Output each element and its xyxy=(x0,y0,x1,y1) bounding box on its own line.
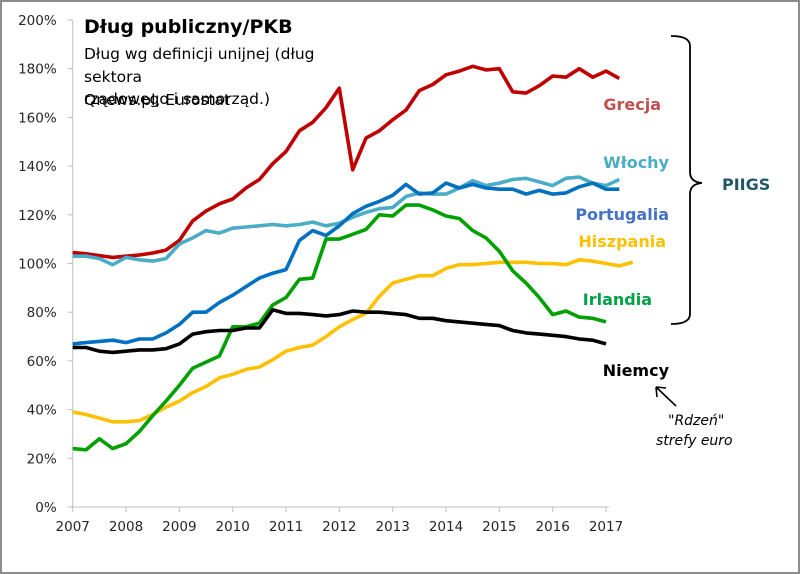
axes: 0% 20% 40% 60% 80% 100% 120% 140% 160% 180% 200% 20… xyxy=(18,13,623,535)
chart-subtitle-line-1: Dług wg definicji unijnej (dług sektora xyxy=(84,45,315,86)
series-lines xyxy=(72,64,634,452)
y-tick-label: 100% xyxy=(18,257,57,273)
x-tick-label: 2015 xyxy=(482,519,516,535)
y-tick-label: 60% xyxy=(27,354,57,370)
x-tick-label: 2008 xyxy=(109,519,143,535)
chart-subtitle: Dług wg definicji unijnej (dług sektora … xyxy=(84,43,344,111)
x-tick-label: 2009 xyxy=(162,519,196,535)
y-tick-label: 200% xyxy=(18,13,57,29)
series-line-hiszpania xyxy=(72,257,634,424)
x-tick-label: 2012 xyxy=(322,519,356,535)
annotations xyxy=(655,35,703,407)
core-arrow-line xyxy=(655,386,677,407)
series-line-grecja xyxy=(72,64,621,260)
piigs-brace xyxy=(670,35,703,325)
chart-source: Qnews.pl, Eurostat xyxy=(84,91,231,109)
y-tick-label: 80% xyxy=(27,305,57,321)
x-tick-label: 2014 xyxy=(429,519,463,535)
x-tick-label: 2010 xyxy=(216,519,250,535)
core-arrow-head-icon xyxy=(655,386,667,398)
series-label-włochy: Włochy xyxy=(603,153,669,172)
x-tick-label: 2007 xyxy=(56,519,90,535)
core-annotation-line-2: strefy euro xyxy=(656,433,733,449)
x-tick-label: 2017 xyxy=(589,519,623,535)
series-labels: Grecja Włochy Portugalia Hiszpania Irlandia N… xyxy=(575,95,770,380)
chart-subtitle-line-2: rządowego i samorząd.) xyxy=(84,90,270,108)
chart-title: Dług publiczny/PKB xyxy=(84,16,293,38)
series-label-grecja: Grecja xyxy=(603,95,661,114)
series-label-irlandia: Irlandia xyxy=(583,290,652,309)
y-tick-label: 40% xyxy=(27,403,57,419)
series-label-hiszpania: Hiszpania xyxy=(578,232,666,251)
series-label-niemcy: Niemcy xyxy=(603,361,670,380)
series-line-irlandia xyxy=(72,203,607,452)
series-line-portugalia xyxy=(72,181,620,346)
x-tick-label: 2013 xyxy=(376,519,410,535)
y-tick-label: 20% xyxy=(27,451,57,467)
x-tick-label: 2016 xyxy=(535,519,569,535)
core-annotation: "Rdzeń" strefy euro xyxy=(656,411,733,451)
y-tick-label: 120% xyxy=(18,208,57,224)
series-line-niemcy xyxy=(72,307,607,355)
y-tick-label: 180% xyxy=(18,62,57,78)
y-tick-label: 0% xyxy=(35,500,57,516)
series-label-portugalia: Portugalia xyxy=(575,205,669,224)
piigs-label: PIIGS xyxy=(722,175,770,194)
core-annotation-line-1: "Rdzeń" xyxy=(668,413,725,429)
y-tick-label: 160% xyxy=(18,110,57,126)
y-tick-label: 140% xyxy=(18,159,57,175)
x-tick-label: 2011 xyxy=(269,519,303,535)
